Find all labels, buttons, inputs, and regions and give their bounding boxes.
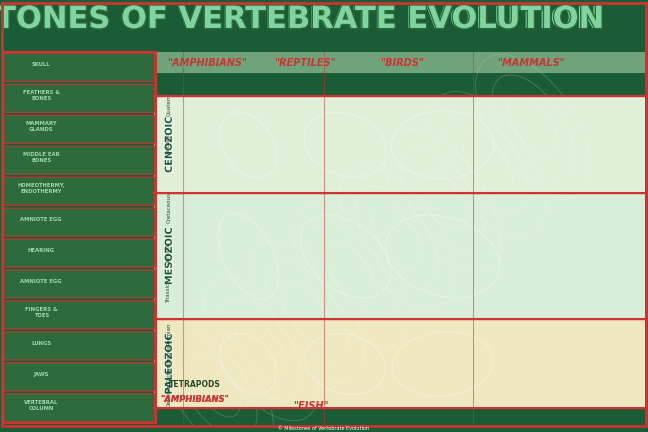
Text: FEATHERS &
BONES: FEATHERS & BONES (23, 90, 60, 101)
Text: Triassic: Triassic (167, 283, 171, 303)
Text: MIDDLE EAR
BONES: MIDDLE EAR BONES (23, 152, 60, 163)
Bar (154, 52, 645, 73)
Text: MESOZOIC: MESOZOIC (164, 227, 174, 285)
FancyBboxPatch shape (4, 53, 155, 81)
FancyBboxPatch shape (4, 363, 155, 391)
FancyBboxPatch shape (4, 208, 155, 236)
Bar (3, 52, 156, 423)
FancyBboxPatch shape (4, 177, 155, 205)
Text: "FISH": "FISH" (294, 401, 329, 411)
Text: "AMPHIBIANS": "AMPHIBIANS" (160, 395, 229, 404)
FancyBboxPatch shape (4, 394, 155, 422)
Text: HOMEOTHERMY,
ENDOTHERMY: HOMEOTHERMY, ENDOTHERMY (17, 183, 65, 194)
Text: Cretaceous: Cretaceous (167, 192, 171, 223)
Text: "BIRDS": "BIRDS" (380, 57, 424, 68)
Bar (0, 0, 648, 50)
Text: TETRAPODS: TETRAPODS (168, 380, 220, 389)
Bar (154, 319, 645, 409)
FancyBboxPatch shape (4, 115, 155, 143)
Bar (0, 0, 648, 3)
Text: FINGERS &
TOES: FINGERS & TOES (25, 307, 58, 318)
Text: "MAMMALS": "MAMMALS" (498, 57, 565, 68)
FancyBboxPatch shape (4, 84, 155, 112)
Text: "AMPHIBIANS": "AMPHIBIANS" (167, 57, 248, 68)
Bar (3, 52, 156, 423)
Text: © Milestones of Vertebrate Evolution: © Milestones of Vertebrate Evolution (279, 426, 369, 431)
Text: "REPTILES": "REPTILES" (273, 57, 336, 68)
Text: JAWS: JAWS (34, 372, 49, 377)
FancyBboxPatch shape (4, 301, 155, 329)
Text: VERTEBRAL
COLUMN: VERTEBRAL COLUMN (24, 400, 58, 411)
Bar (154, 193, 645, 319)
Text: PALEOZOIC: PALEOZOIC (164, 334, 174, 394)
Text: HEARING: HEARING (28, 248, 55, 253)
Text: Jurassic: Jurassic (167, 242, 171, 263)
Text: AMNIOTE EGG: AMNIOTE EGG (21, 217, 62, 222)
Text: MILESTONES OF VERTEBRATE EVOLUTION: MILESTONES OF VERTEBRATE EVOLUTION (0, 5, 601, 34)
FancyBboxPatch shape (4, 146, 155, 174)
Text: Permian: Permian (167, 323, 171, 346)
Text: MILESTONES OF VERTEBRATE EVOLUTION: MILESTONES OF VERTEBRATE EVOLUTION (0, 5, 601, 34)
FancyBboxPatch shape (4, 332, 155, 360)
Text: Quaternary: Quaternary (167, 84, 171, 116)
Text: SKULL: SKULL (32, 62, 51, 67)
Text: AMNIOTE EGG: AMNIOTE EGG (21, 279, 62, 284)
Text: Carboniferous: Carboniferous (167, 345, 171, 383)
Text: CENOZOIC: CENOZOIC (164, 117, 174, 173)
Bar (154, 96, 645, 193)
Text: Tertiary: Tertiary (167, 134, 171, 155)
Bar (0, 426, 648, 432)
Text: MAMMARY
GLANDS: MAMMARY GLANDS (25, 121, 57, 132)
Text: LUNGS: LUNGS (31, 341, 51, 346)
Text: "AMPHIBIANS": "AMPHIBIANS" (160, 395, 229, 404)
Text: Devonian: Devonian (167, 381, 171, 407)
FancyBboxPatch shape (4, 239, 155, 267)
FancyBboxPatch shape (4, 270, 155, 298)
